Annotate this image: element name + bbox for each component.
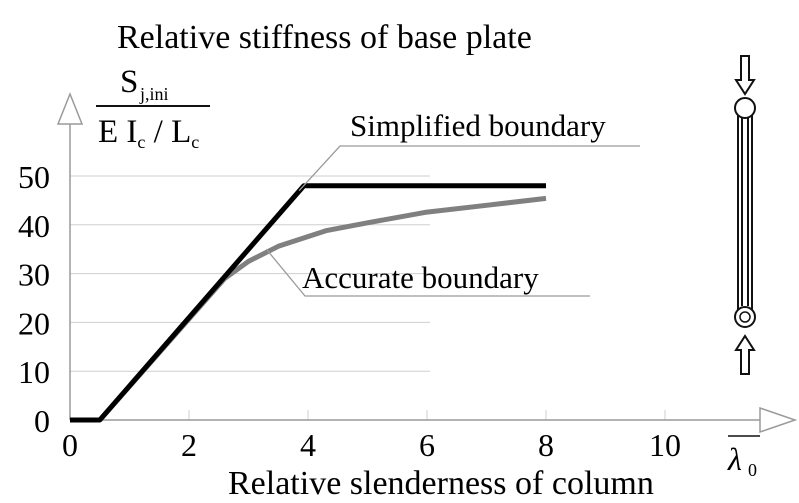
y-tick-label-1: 10 bbox=[18, 354, 50, 390]
lambda-subscript: 0 bbox=[748, 460, 757, 480]
pinned-column-icon bbox=[734, 55, 756, 375]
y-tick-label-5: 50 bbox=[18, 159, 50, 195]
y-axis-arrow bbox=[56, 91, 84, 125]
axes bbox=[56, 91, 798, 434]
y-label-numerator: S bbox=[120, 64, 138, 100]
x-tick-label-4: 8 bbox=[538, 427, 554, 463]
annotation-accurate: Accurate boundary bbox=[302, 260, 539, 295]
annotation-simplified: Simplified boundary bbox=[350, 108, 606, 143]
x-tick-label-3: 6 bbox=[419, 427, 435, 463]
annotation-leader-simplified bbox=[298, 145, 640, 192]
grid bbox=[70, 175, 666, 421]
y-tick-label-3: 30 bbox=[18, 257, 50, 293]
lambda-symbol: λ bbox=[727, 441, 742, 477]
series-lines bbox=[70, 183, 547, 423]
x-tick-label-2: 4 bbox=[300, 427, 316, 463]
x-tick-label-1: 2 bbox=[181, 427, 197, 463]
y-tick-label-4: 40 bbox=[18, 208, 50, 244]
y-tick-label-0: 0 bbox=[34, 403, 50, 439]
x-axis-symbol: λ 0 bbox=[727, 435, 760, 480]
y-axis-label: S j,ini E Ic / Lc bbox=[96, 64, 210, 152]
series-line-1 bbox=[97, 195, 547, 422]
x-axis-label: Relative slenderness of column bbox=[228, 465, 654, 502]
chart-title: Relative stiffness of base plate bbox=[117, 19, 532, 56]
tick-labels: 0 10 20 30 40 50 0 2 4 6 8 10 bbox=[18, 159, 681, 463]
y-tick-label-2: 20 bbox=[18, 305, 50, 341]
x-tick-label-0: 0 bbox=[62, 427, 78, 463]
annotations: Simplified boundary Accurate boundary bbox=[265, 108, 640, 297]
x-tick-label-5: 10 bbox=[649, 427, 681, 463]
annotation-leader-accurate bbox=[265, 248, 590, 297]
x-axis-arrow bbox=[759, 406, 798, 434]
y-label-numerator-sub: j,ini bbox=[139, 84, 169, 104]
y-label-denominator: E Ic / Lc bbox=[98, 114, 199, 152]
series-line-0 bbox=[70, 183, 546, 423]
